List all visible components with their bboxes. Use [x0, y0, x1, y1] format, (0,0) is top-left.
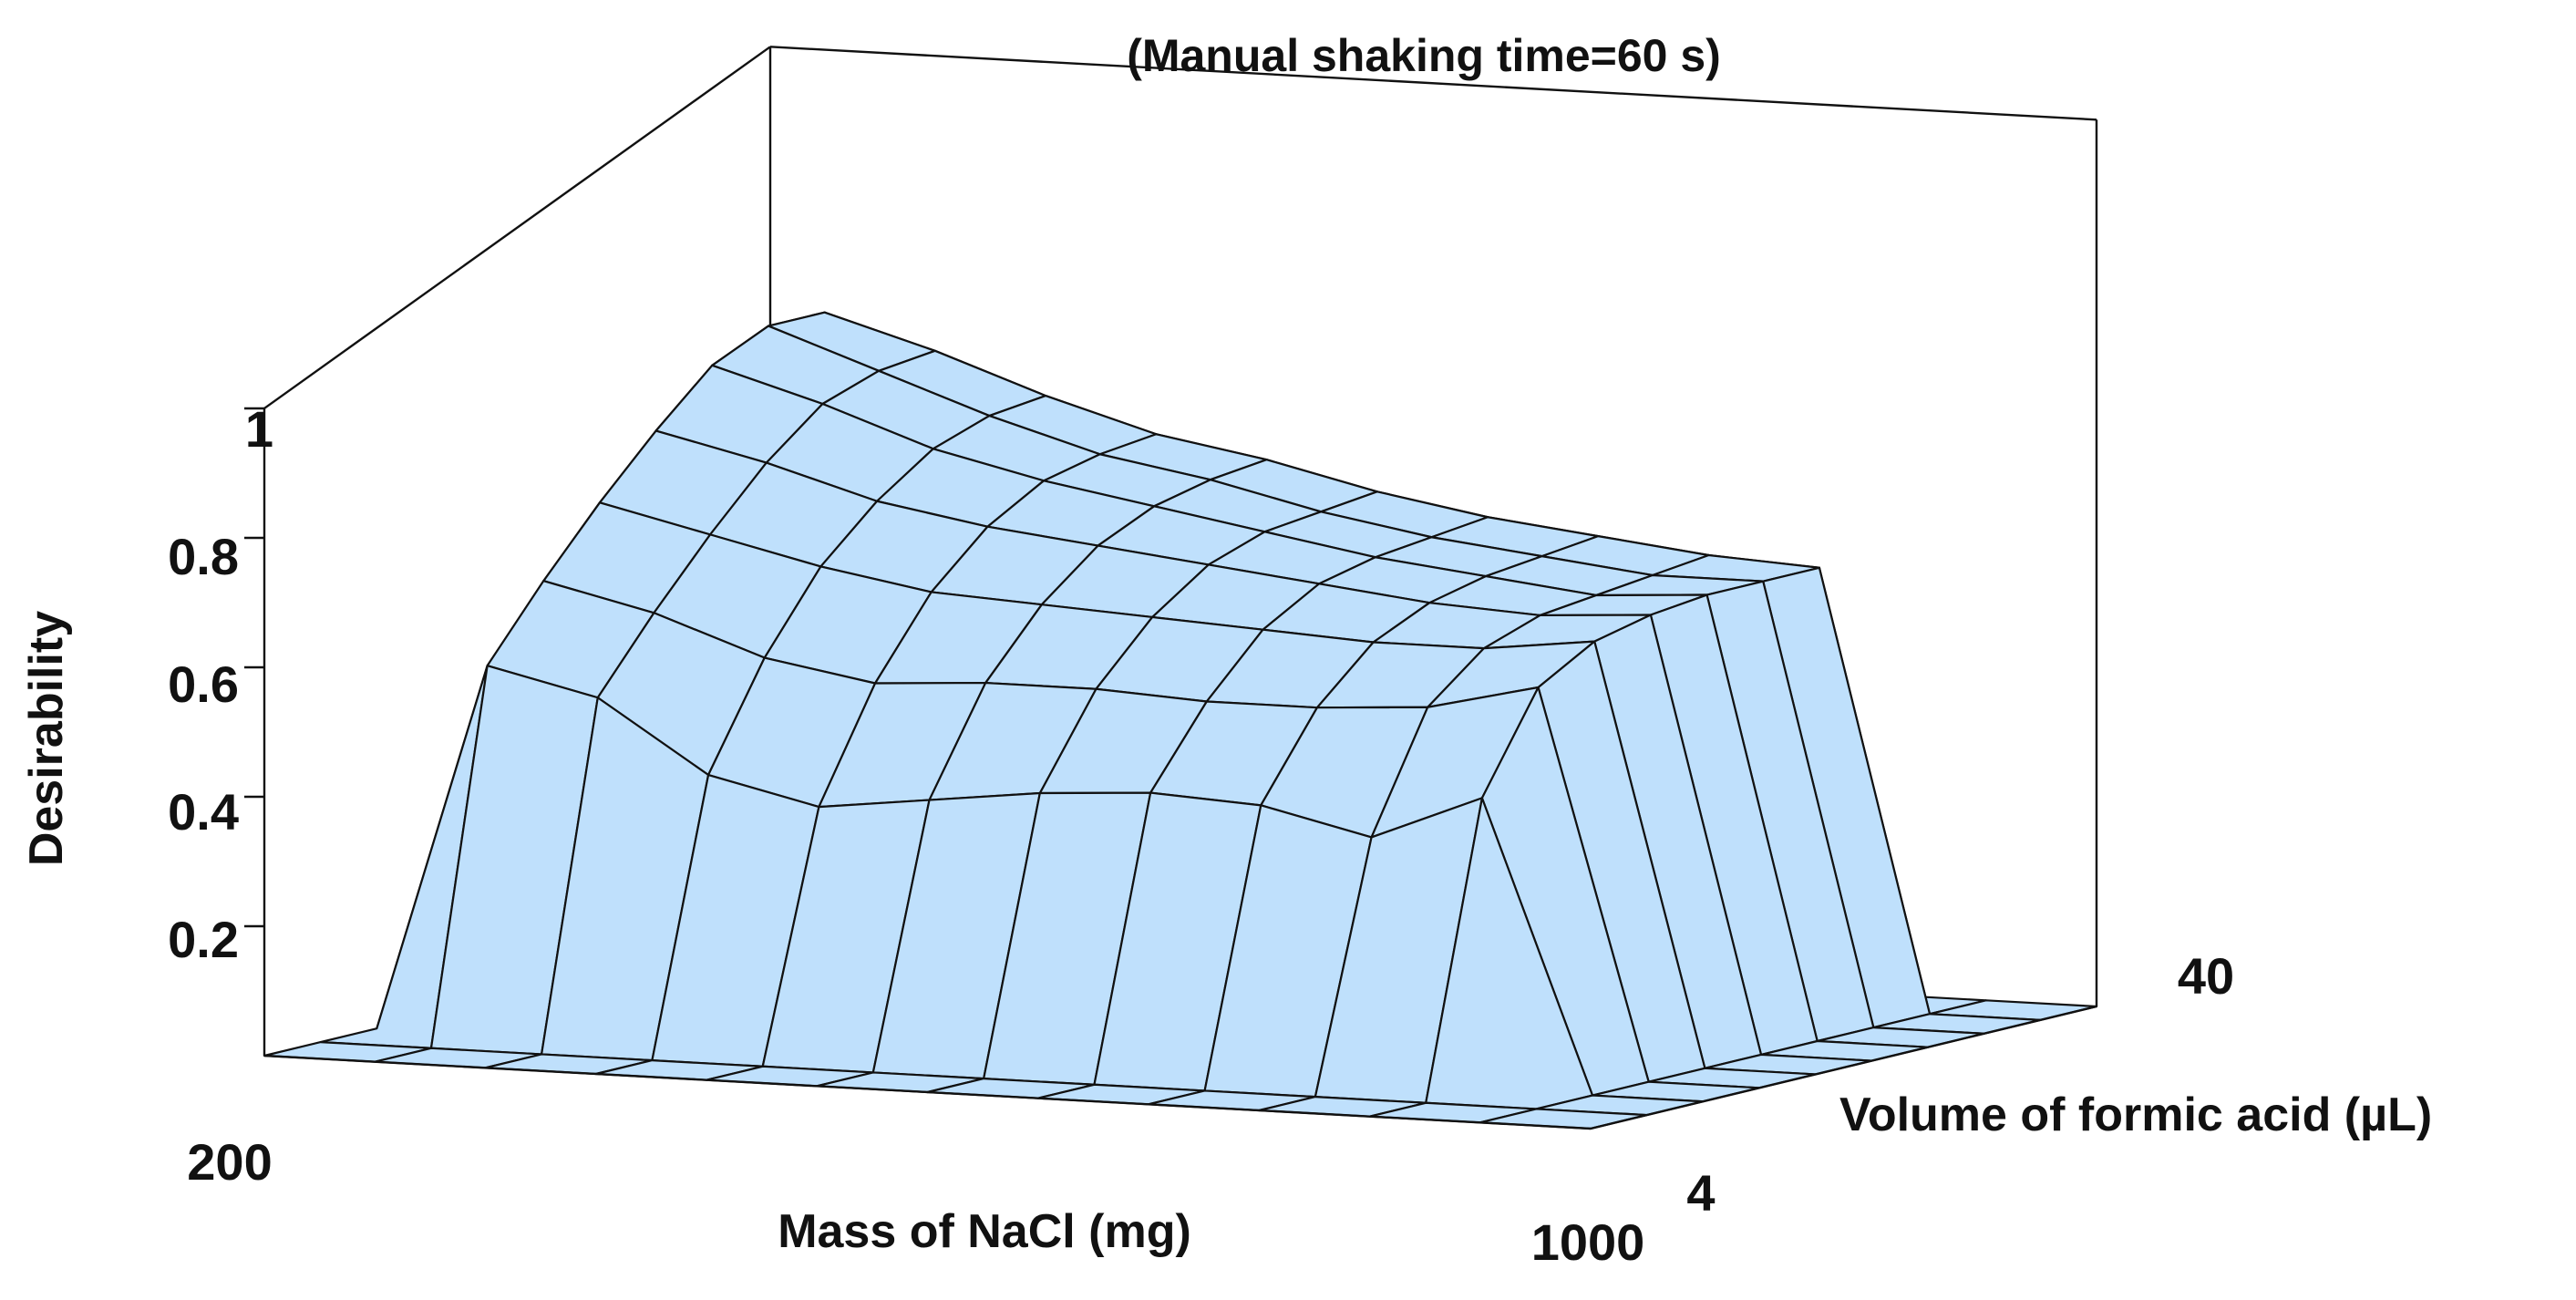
y-axis-label: Volume of formic acid (µL)	[1839, 1088, 2432, 1141]
y-tick-label-40: 40	[2178, 947, 2234, 1005]
y-tick-label-4: 4	[1686, 1164, 1715, 1222]
z-axis-label: Desirability	[20, 611, 73, 866]
x-tick-label-1000: 1000	[1531, 1213, 1645, 1271]
box-edge-right-bottom	[1590, 1005, 2097, 1130]
box-edge-back-top	[769, 46, 2097, 121]
box-edge-front-bottom	[263, 1054, 1592, 1130]
chart-box-front	[263, 1005, 2097, 1130]
surface-mesh	[263, 311, 2098, 1130]
z-tick-label-0.6: 0.6	[168, 655, 239, 713]
x-tick-label-200: 200	[187, 1133, 272, 1191]
chart-title: (Manual shaking time=60 s)	[1127, 30, 1721, 81]
tick-marks	[244, 407, 264, 928]
z-tick-label-0.8: 0.8	[168, 528, 239, 585]
z-tick-label-0.4: 0.4	[168, 783, 239, 841]
z-tick-label-0.2: 0.2	[168, 911, 239, 968]
x-axis-label: Mass of NaCl (mg)	[778, 1205, 1191, 1258]
box-edge-left-top	[263, 46, 771, 409]
z-tick-label-1: 1	[245, 400, 273, 458]
